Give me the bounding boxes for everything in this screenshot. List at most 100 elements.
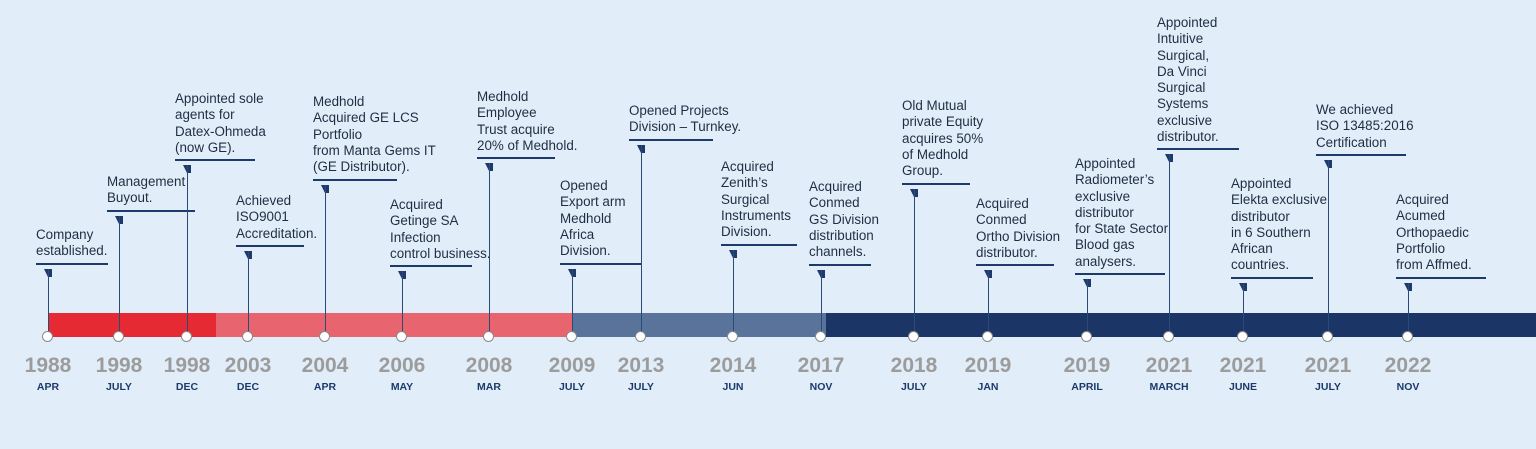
event-description-line: GS Division (809, 211, 879, 227)
event-description-line: Appointed sole (175, 91, 264, 106)
event-description-line: analysers. (1075, 253, 1137, 269)
event-description: Medhold Employee Trust acquire 20% of Medho… (477, 89, 578, 154)
event-description-line: exclusive (1157, 112, 1213, 128)
event-year: 2008 (465, 354, 513, 377)
timeline-node (113, 331, 124, 342)
event-description-line: Medhold (560, 210, 612, 226)
event-year: 2021 (1304, 354, 1352, 377)
timeline-node (242, 331, 253, 342)
event-month: JULY (901, 381, 927, 393)
event-month: APRIL (1071, 381, 1103, 393)
event-description-line: Acquired (1396, 192, 1449, 207)
event-month: NOV (1396, 381, 1420, 393)
timeline-node (396, 331, 407, 342)
event-description-line: distribution (809, 227, 874, 243)
timeline-node (908, 331, 919, 342)
event-underline (902, 182, 970, 185)
event-description-line: ISO9001 (236, 209, 289, 225)
timeline-node (1163, 331, 1174, 342)
event-description-line: private Equity (902, 114, 984, 130)
event-description-line: established. (36, 243, 108, 259)
event-year: 2019 (1063, 354, 1111, 377)
event-year: 2017 (797, 354, 845, 377)
event-description-line: Blood gas (1075, 237, 1135, 253)
event-description-line: Surgical (721, 191, 770, 207)
event-description-line: Division. (560, 243, 611, 259)
event-description-line: Zenith’s (721, 175, 768, 191)
event-description-line: Acquired (721, 159, 774, 174)
event-description-line: Acquired GE LCS (313, 110, 419, 126)
event-description-line: Acquired (390, 197, 443, 212)
event-year: 2004 (301, 354, 349, 377)
event-description: Appointed Radiometer’s exclusive distributo… (1075, 156, 1168, 270)
timeline-node (181, 331, 192, 342)
event-description-line: Conmed (809, 195, 860, 211)
event-stem (324, 184, 326, 332)
event-description-line: from Manta Gems IT (313, 142, 436, 158)
event-description-line: for State Sector (1075, 221, 1169, 237)
event-stem (1086, 279, 1088, 332)
timeline-node (1081, 331, 1092, 342)
event-year: 1988 (24, 354, 72, 377)
event-description-line: of Medhold (902, 146, 969, 162)
event-description-line: Medhold (477, 89, 529, 104)
event-description-line: Buyout. (107, 190, 153, 206)
event-description-line: control business. (390, 245, 491, 261)
event-description-line: Datex-Ohmeda (175, 123, 266, 139)
event-month: JAN (977, 381, 999, 393)
event-description: Opened Export arm Medhold Africa Division. (560, 178, 625, 259)
timeline-node (566, 331, 577, 342)
event-underline (390, 265, 472, 268)
event-underline (560, 262, 642, 265)
event-underline (477, 157, 555, 160)
event-month: JULY (628, 381, 654, 393)
event-month: JUN (722, 381, 744, 393)
event-month: JUNE (1228, 381, 1257, 393)
event-stem (1242, 282, 1244, 332)
event-year: 2021 (1219, 354, 1267, 377)
event-description-line: 20% of Medhold. (477, 137, 578, 153)
event-year: 2013 (617, 354, 665, 377)
event-underline (721, 243, 797, 246)
event-underline (36, 262, 108, 265)
event-underline (1075, 273, 1165, 276)
event-year: 1998 (163, 354, 211, 377)
event-stem (488, 163, 490, 332)
event-description-line: countries. (1231, 257, 1290, 273)
event-month: APR (313, 381, 337, 393)
event-description: We achieved ISO 13485:2016 Certification (1316, 102, 1414, 151)
event-description-line: Employee (477, 105, 537, 121)
event-description-line: distributor (1231, 208, 1290, 224)
event-description: Appointed Elekta exclusive distributor in 6… (1231, 176, 1327, 274)
event-description-line: Acquired (976, 196, 1029, 211)
event-description-line: from Affmed. (1396, 257, 1472, 273)
event-description-line: Portfolio (1396, 240, 1446, 256)
event-description: Opened Projects Division – Turnkey. (629, 103, 741, 136)
event-stem (640, 144, 642, 332)
event-description-line: Ortho Division (976, 228, 1061, 244)
event-description-line: Elekta exclusive (1231, 192, 1328, 208)
event-description-line: Appointed (1157, 15, 1218, 30)
timeline-node (1322, 331, 1333, 342)
event-description-line: agents for (175, 107, 235, 123)
event-month: APR (36, 381, 60, 393)
event-stem (247, 250, 249, 332)
event-year: 2014 (709, 354, 757, 377)
event-year: 2009 (548, 354, 596, 377)
event-description-line: Conmed (976, 212, 1027, 228)
event-underline (976, 264, 1054, 267)
event-description-line: ISO 13485:2016 (1316, 118, 1414, 134)
event-month: MAY (390, 381, 414, 393)
event-description-line: Portfolio (313, 126, 363, 142)
event-description-line: Opened Projects (629, 103, 729, 118)
event-underline (1231, 276, 1313, 279)
event-description-line: distributor (1075, 204, 1134, 220)
event-description: Acquired Getinge SA Infection control busin… (390, 197, 490, 262)
event-description: Medhold Acquired GE LCS Portfolio from Mant… (313, 94, 436, 175)
event-month: MARCH (1149, 381, 1189, 393)
event-description-line: Radiometer’s (1075, 172, 1155, 188)
event-description-line: channels. (809, 244, 867, 260)
event-description-line: Achieved (236, 193, 292, 208)
event-description: Management Buyout. (107, 174, 185, 207)
event-underline (1157, 148, 1239, 151)
